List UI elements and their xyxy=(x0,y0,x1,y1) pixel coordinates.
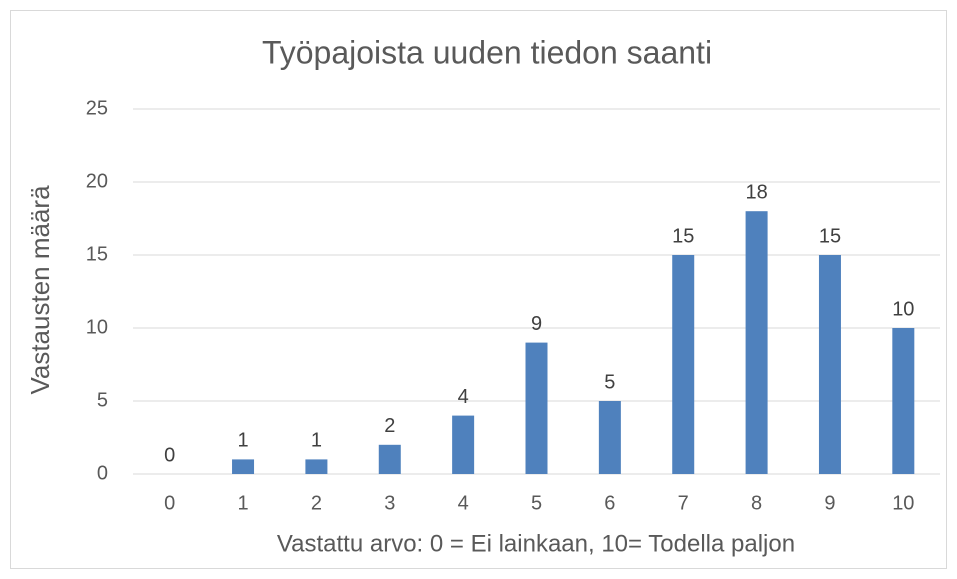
y-tick-label: 15 xyxy=(86,243,108,265)
data-label: 0 xyxy=(164,444,175,466)
x-tick-label: 9 xyxy=(824,492,835,514)
x-tick-label: 0 xyxy=(164,492,175,514)
x-tick-label: 8 xyxy=(751,492,762,514)
bar xyxy=(378,444,401,474)
data-label: 4 xyxy=(458,386,469,408)
data-label: 9 xyxy=(531,313,542,335)
data-label: 18 xyxy=(745,181,767,203)
bar xyxy=(892,328,915,474)
bar xyxy=(745,211,768,474)
y-tick-label: 20 xyxy=(86,170,108,192)
x-tick-label: 7 xyxy=(678,492,689,514)
x-axis-label: Vastattu arvo: 0 = Ei lainkaan, 10= Tode… xyxy=(277,530,795,557)
y-tick-label: 25 xyxy=(86,97,108,119)
data-label: 1 xyxy=(311,430,322,452)
chart-title: Työpajoista uuden tiedon saanti xyxy=(262,34,712,70)
x-tick-label: 4 xyxy=(458,492,469,514)
bar xyxy=(818,255,841,474)
bar xyxy=(452,415,475,474)
y-tick-label: 0 xyxy=(97,462,108,484)
bar xyxy=(232,459,255,474)
data-label: 5 xyxy=(604,371,615,393)
data-label: 2 xyxy=(384,415,395,437)
bar xyxy=(305,459,328,474)
data-label: 15 xyxy=(819,225,841,247)
chart-border xyxy=(10,10,947,569)
bar xyxy=(525,342,548,474)
bar xyxy=(672,255,695,474)
y-tick-label: 5 xyxy=(97,389,108,411)
x-tick-label: 3 xyxy=(384,492,395,514)
y-tick-label: 10 xyxy=(86,316,108,338)
y-axis-label: Vastausten määrä xyxy=(25,185,55,395)
x-tick-label: 10 xyxy=(892,492,914,514)
x-tick-label: 5 xyxy=(531,492,542,514)
bar xyxy=(598,401,621,474)
x-tick-label: 2 xyxy=(311,492,322,514)
data-label: 10 xyxy=(892,298,914,320)
data-label: 15 xyxy=(672,225,694,247)
x-tick-label: 6 xyxy=(604,492,615,514)
x-tick-label: 1 xyxy=(237,492,248,514)
data-label: 1 xyxy=(237,430,248,452)
